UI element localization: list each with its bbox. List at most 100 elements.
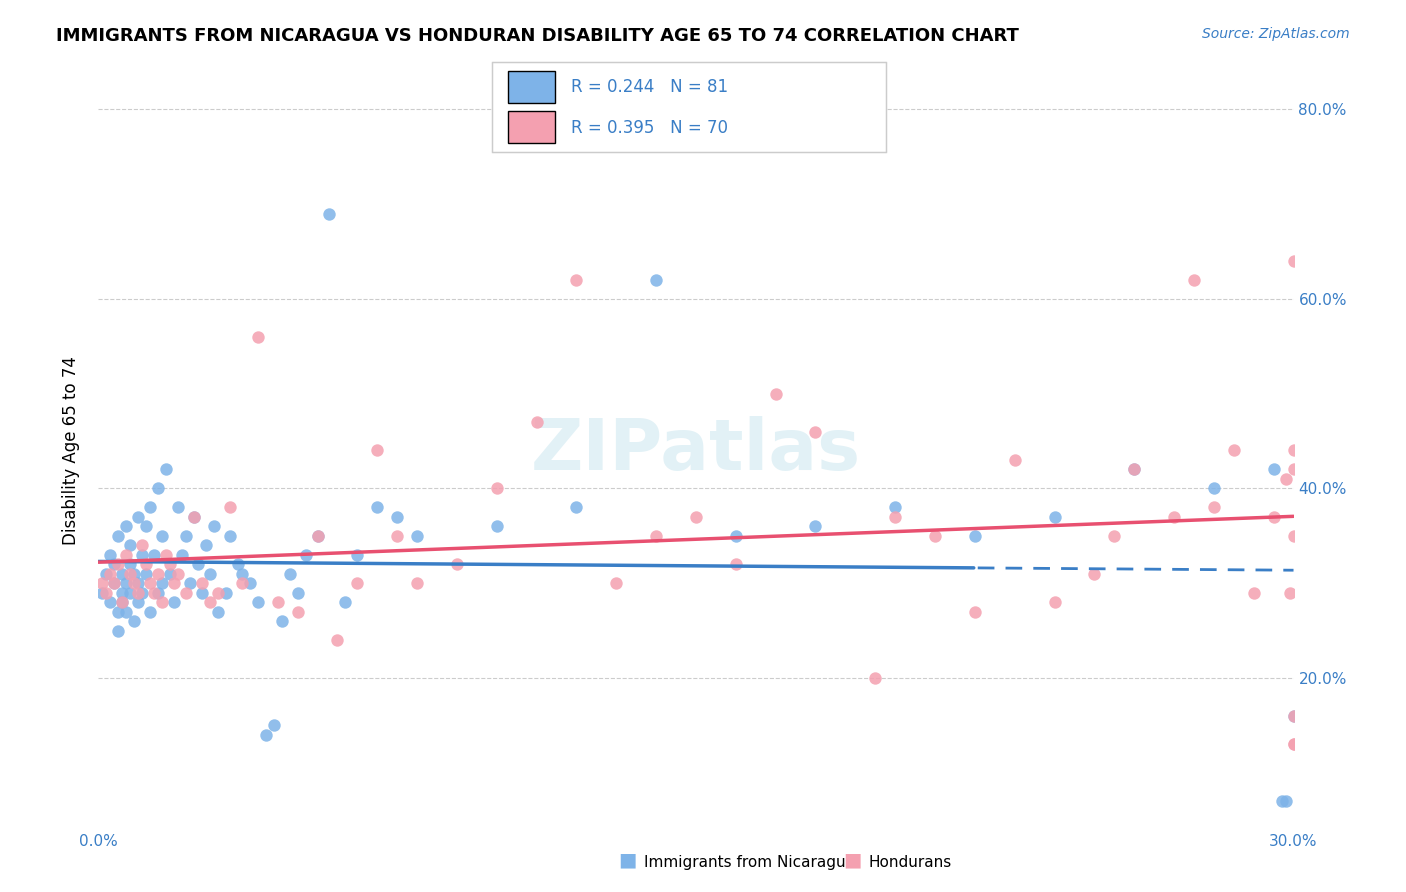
Point bbox=[183, 509, 205, 524]
Point bbox=[143, 548, 166, 562]
Point bbox=[207, 605, 229, 619]
Point bbox=[148, 585, 170, 599]
Point bbox=[307, 529, 329, 543]
Point bbox=[155, 462, 177, 476]
Point bbox=[366, 443, 388, 458]
Point bbox=[254, 728, 277, 742]
Point bbox=[287, 605, 309, 619]
Point bbox=[202, 519, 225, 533]
Point bbox=[366, 500, 388, 515]
Point bbox=[131, 585, 153, 599]
Text: Immigrants from Nicaragua: Immigrants from Nicaragua bbox=[644, 855, 855, 870]
Point bbox=[645, 273, 668, 287]
Point bbox=[198, 595, 221, 609]
Point bbox=[127, 576, 149, 591]
Point bbox=[163, 595, 186, 609]
Point bbox=[485, 519, 508, 533]
Point bbox=[139, 576, 162, 591]
Point bbox=[167, 566, 190, 581]
Point bbox=[1282, 708, 1305, 723]
Point bbox=[1182, 273, 1205, 287]
Point bbox=[1263, 509, 1285, 524]
Point bbox=[1278, 585, 1301, 599]
Point bbox=[270, 614, 292, 628]
Point bbox=[963, 605, 986, 619]
Point bbox=[148, 482, 170, 496]
Point bbox=[172, 548, 194, 562]
Point bbox=[1104, 529, 1126, 543]
Point bbox=[605, 576, 627, 591]
Point bbox=[179, 576, 201, 591]
Point bbox=[1223, 443, 1246, 458]
Text: ZIPatlas: ZIPatlas bbox=[531, 416, 860, 485]
Point bbox=[1274, 472, 1296, 486]
Point bbox=[107, 605, 129, 619]
Point bbox=[294, 548, 316, 562]
Point bbox=[1123, 462, 1146, 476]
Point bbox=[231, 566, 253, 581]
Point bbox=[131, 548, 153, 562]
Text: ■: ■ bbox=[619, 851, 644, 870]
Point bbox=[111, 566, 134, 581]
Point bbox=[1282, 737, 1305, 751]
Point bbox=[135, 519, 157, 533]
Point bbox=[103, 576, 125, 591]
Point bbox=[120, 538, 142, 552]
Point bbox=[198, 566, 221, 581]
Point bbox=[1263, 462, 1285, 476]
Text: R = 0.395   N = 70: R = 0.395 N = 70 bbox=[571, 119, 728, 136]
Point bbox=[645, 529, 668, 543]
Point bbox=[346, 576, 368, 591]
Point bbox=[174, 529, 197, 543]
Text: Source: ZipAtlas.com: Source: ZipAtlas.com bbox=[1202, 27, 1350, 41]
Point bbox=[155, 548, 177, 562]
Point bbox=[1163, 509, 1185, 524]
Point bbox=[107, 557, 129, 572]
Point bbox=[103, 557, 125, 572]
Point bbox=[565, 500, 588, 515]
Point bbox=[120, 557, 142, 572]
Point bbox=[1282, 443, 1305, 458]
Point bbox=[231, 576, 253, 591]
FancyBboxPatch shape bbox=[508, 71, 555, 103]
Point bbox=[191, 576, 214, 591]
Point bbox=[174, 585, 197, 599]
Point bbox=[565, 273, 588, 287]
Point bbox=[485, 482, 508, 496]
Point bbox=[98, 595, 122, 609]
Point bbox=[148, 566, 170, 581]
Point bbox=[163, 576, 186, 591]
Point bbox=[191, 585, 214, 599]
Point bbox=[219, 529, 242, 543]
Point bbox=[406, 529, 429, 543]
Point bbox=[120, 566, 142, 581]
Point bbox=[1202, 482, 1225, 496]
Text: ■: ■ bbox=[844, 851, 869, 870]
Point bbox=[96, 585, 118, 599]
Point bbox=[1043, 595, 1066, 609]
Point bbox=[267, 595, 290, 609]
Point bbox=[1282, 708, 1305, 723]
Point bbox=[724, 557, 747, 572]
Point bbox=[1123, 462, 1146, 476]
Point bbox=[124, 566, 146, 581]
Y-axis label: Disability Age 65 to 74: Disability Age 65 to 74 bbox=[62, 356, 80, 545]
Point bbox=[115, 605, 138, 619]
Point bbox=[91, 585, 114, 599]
Point bbox=[884, 509, 907, 524]
Point bbox=[219, 500, 242, 515]
Point bbox=[307, 529, 329, 543]
Point bbox=[924, 529, 946, 543]
Point bbox=[724, 529, 747, 543]
Point bbox=[183, 509, 205, 524]
Point bbox=[215, 585, 238, 599]
Point bbox=[111, 595, 134, 609]
Point bbox=[1282, 253, 1305, 268]
Point bbox=[127, 595, 149, 609]
Point bbox=[124, 576, 146, 591]
Point bbox=[318, 206, 340, 220]
Point bbox=[124, 614, 146, 628]
Point bbox=[135, 566, 157, 581]
Point bbox=[150, 576, 173, 591]
Point bbox=[167, 500, 190, 515]
